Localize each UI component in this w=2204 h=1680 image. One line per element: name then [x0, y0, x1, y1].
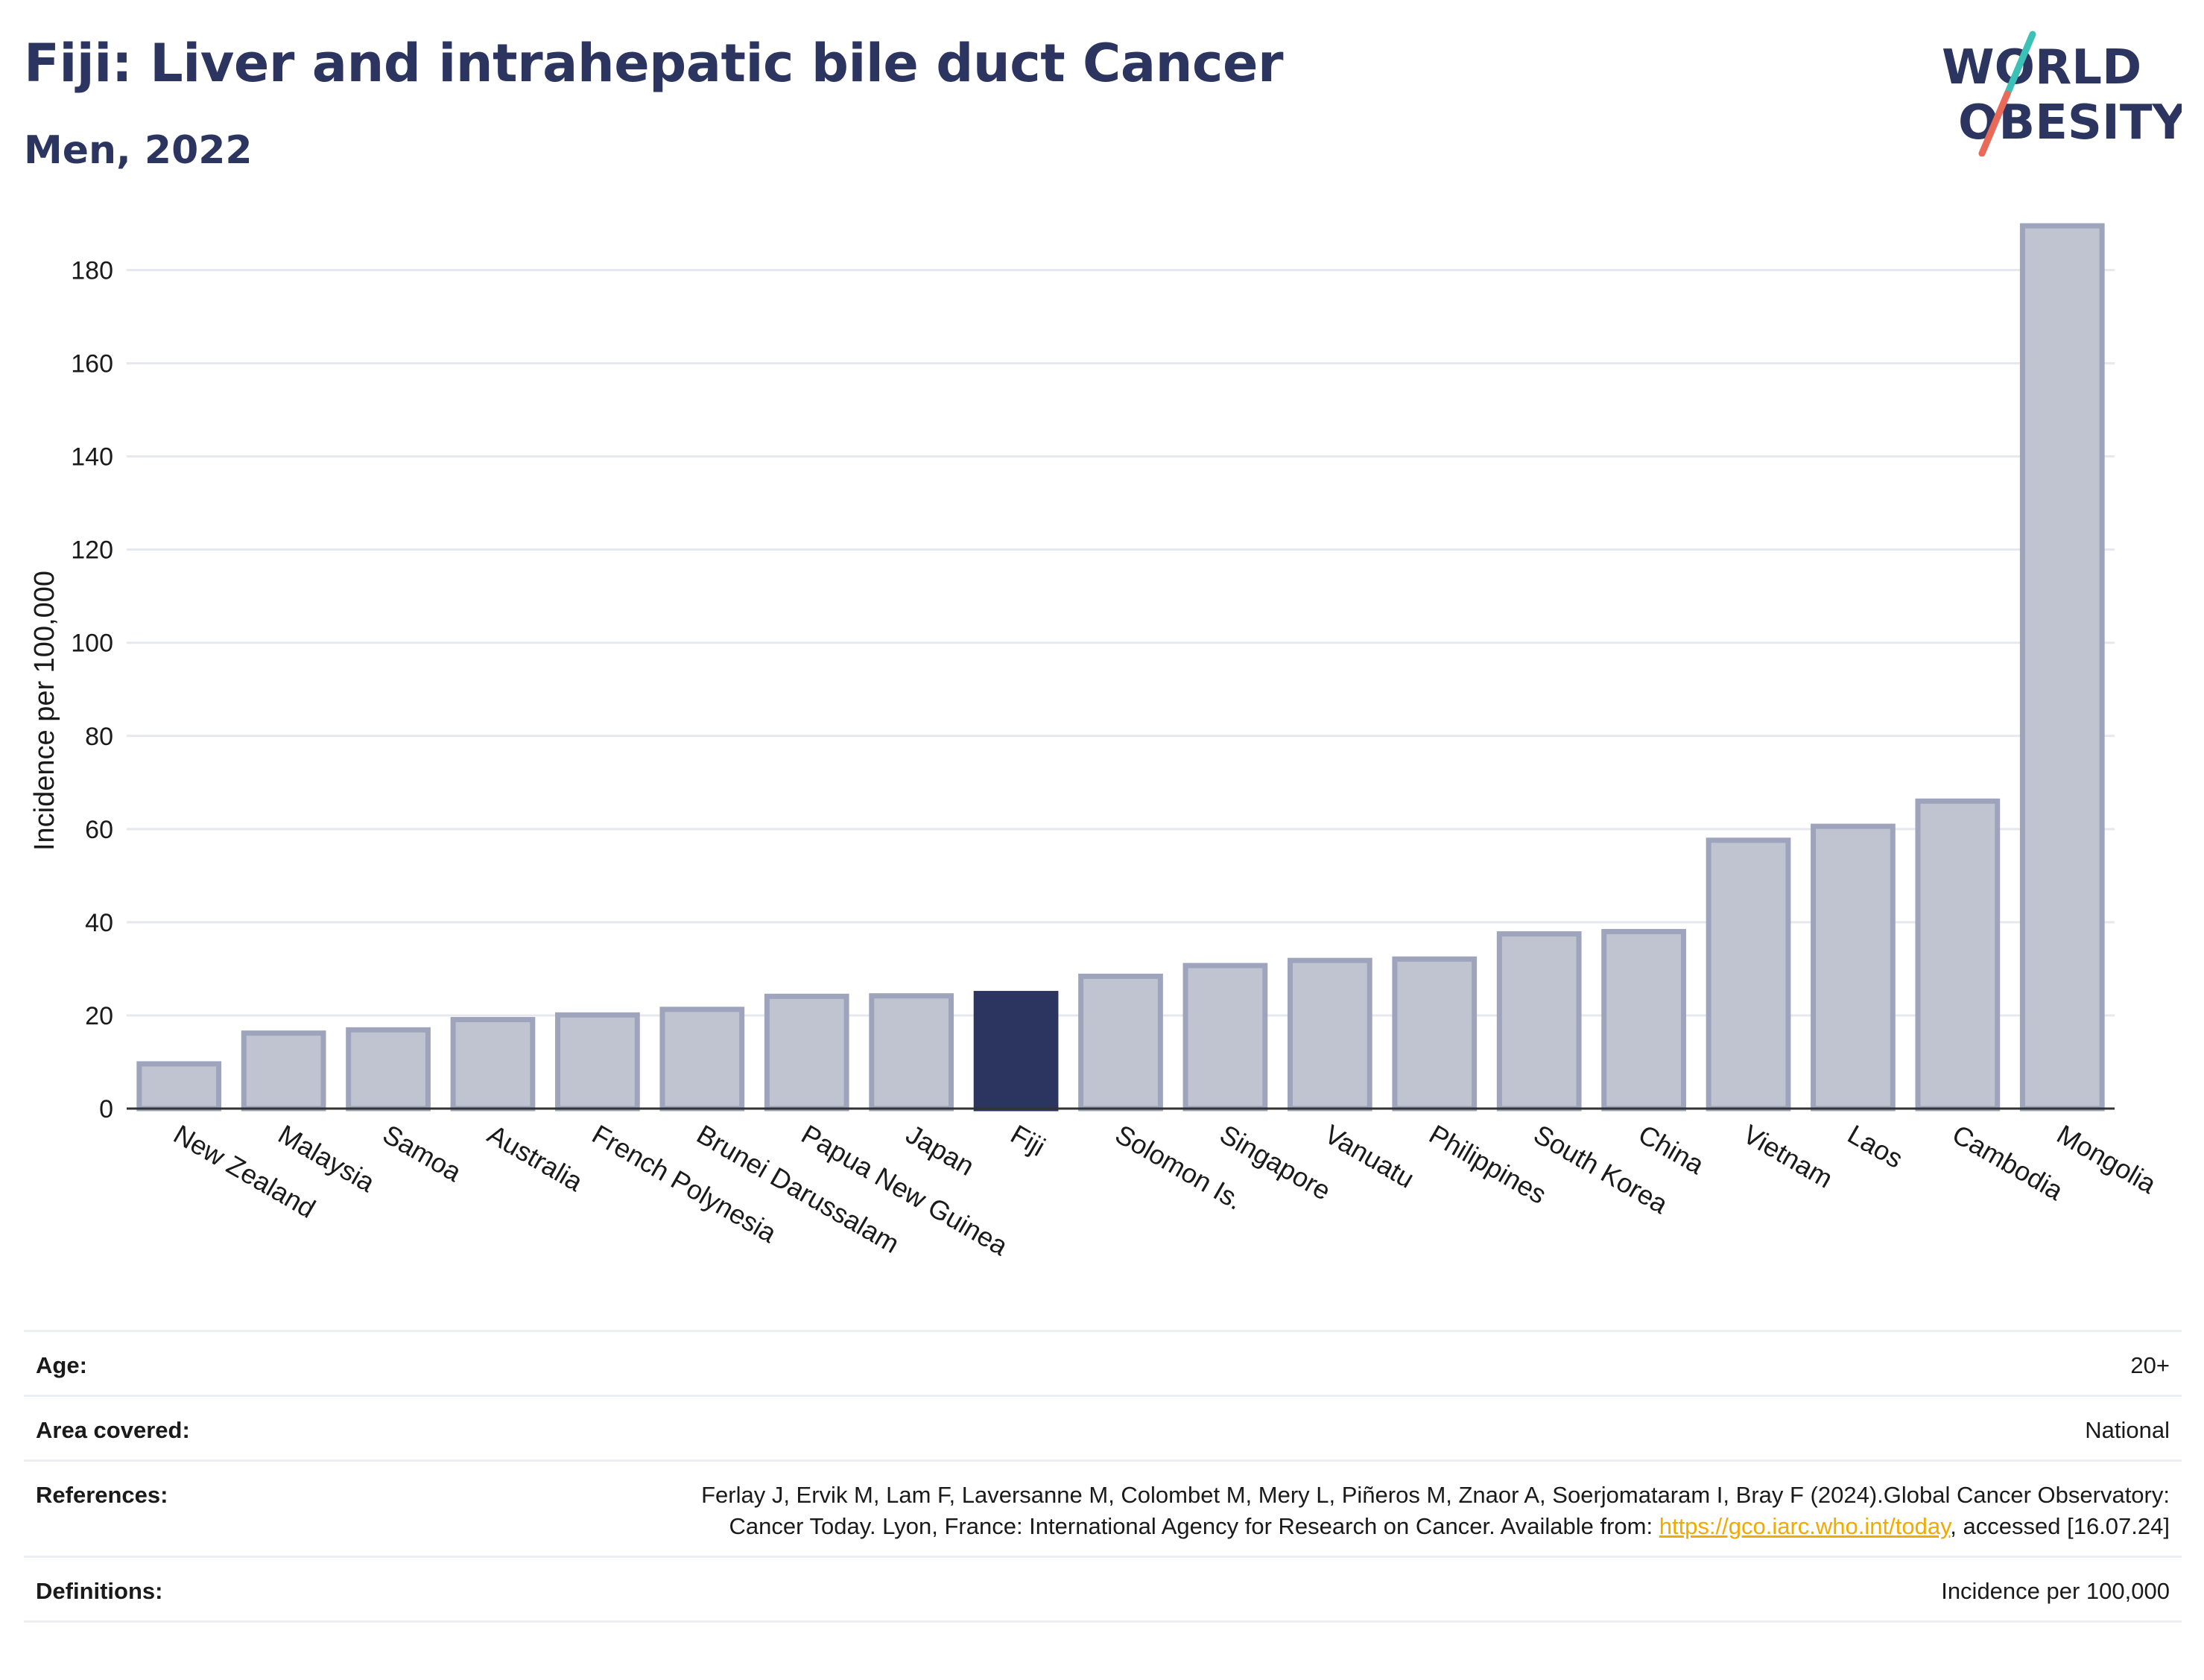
y-tick-label: 160 [71, 350, 113, 378]
bar-laos [1811, 823, 1896, 1112]
meta-row-area: Area covered: National [24, 1395, 2182, 1459]
bar-australia [450, 1017, 536, 1112]
bar-vanuatu [1287, 957, 1372, 1112]
y-tick-label: 20 [85, 1002, 113, 1030]
meta-value: Ferlay J, Ervik M, Lam F, Laversanne M, … [680, 1480, 2170, 1542]
x-tick-label: Fiji [1006, 1118, 1051, 1161]
bar-japan [869, 993, 954, 1112]
bar-solomon-is- [1078, 973, 1163, 1112]
logo-line1: WORLD [1942, 40, 2141, 95]
x-tick-label: French Polynesia [587, 1118, 782, 1249]
metadata-table: Age: 20+ Area covered: National Referenc… [24, 1330, 2182, 1623]
y-tick-label: 80 [85, 723, 113, 751]
bar-samoa [346, 1027, 431, 1112]
bar-singapore [1182, 963, 1268, 1112]
logo-slash-top [2004, 31, 2036, 98]
x-tick-label: Philippines [1424, 1118, 1551, 1210]
y-tick-label: 0 [99, 1095, 113, 1123]
logo-slash-bottom [1978, 90, 2011, 156]
chart-title: Fiji: Liver and intrahepatic bile duct C… [24, 33, 1283, 94]
y-tick-label: 140 [71, 443, 113, 472]
x-tick-label: Samoa [378, 1118, 467, 1188]
y-tick-label: 120 [71, 536, 113, 565]
y-axis-label: Incidence per 100,000 [29, 571, 60, 851]
y-tick-label: 180 [71, 257, 113, 285]
meta-key: References: [36, 1482, 168, 1508]
x-tick-label: Laos [1843, 1118, 1908, 1174]
reference-link[interactable]: https://gco.iarc.who.int/today [1659, 1513, 1951, 1539]
bar-mongolia [2019, 223, 2105, 1112]
meta-value: 20+ [2130, 1352, 2170, 1378]
y-tick-label: 60 [85, 816, 113, 844]
meta-row-references: References: Ferlay J, Ervik M, Lam F, La… [24, 1459, 2182, 1556]
bar-french-polynesia [555, 1012, 640, 1112]
bar-brunei-darussalam [659, 1007, 745, 1112]
reference-text: Ferlay J, Ervik M, Lam F, Laversanne M, … [701, 1482, 2170, 1539]
x-tick-label: Japan [901, 1118, 979, 1182]
bar-papua-new-guinea [764, 993, 849, 1112]
bar-vietnam [1706, 837, 1791, 1112]
bar-south-korea [1496, 931, 1582, 1112]
bar-chart: 0 20 40 60 80 100 120 140 160 180 New ZealandMala… [29, 223, 2162, 1262]
chart-subtitle: Men, 2022 [24, 128, 253, 173]
bar-malaysia [241, 1030, 326, 1112]
x-tick-label: Cambodia [1947, 1118, 2068, 1206]
meta-key: Area covered: [36, 1417, 190, 1443]
meta-value: Incidence per 100,000 [1941, 1578, 2170, 1604]
x-tick-label: Australia [482, 1118, 589, 1197]
y-tick-labels: 0 20 40 60 80 100 120 140 160 180 [71, 257, 113, 1123]
x-tick-label: Mongolia [2052, 1118, 2162, 1199]
meta-row-definitions: Definitions: Incidence per 100,000 [24, 1556, 2182, 1623]
x-tick-label: Vietnam [1738, 1118, 1838, 1194]
y-tick-label: 40 [85, 909, 113, 937]
bars [136, 223, 2105, 1112]
x-tick-label: China [1633, 1118, 1710, 1180]
world-obesity-logo: WORLD OBESITY [1942, 31, 2182, 156]
meta-key: Definitions: [36, 1578, 163, 1604]
bar-fiji [973, 991, 1059, 1112]
reference-accessed: , accessed [16.07.24] [1950, 1513, 2170, 1539]
x-tick-label: Vanuatu [1320, 1118, 1419, 1194]
bar-cambodia [1915, 798, 2001, 1112]
bar-philippines [1392, 956, 1478, 1112]
y-tick-label: 100 [71, 630, 113, 658]
meta-row-age: Age: 20+ [24, 1330, 2182, 1395]
bar-china [1601, 928, 1686, 1112]
bar-new-zealand [136, 1061, 222, 1112]
meta-value: National [2085, 1417, 2170, 1443]
meta-key: Age: [36, 1352, 87, 1378]
